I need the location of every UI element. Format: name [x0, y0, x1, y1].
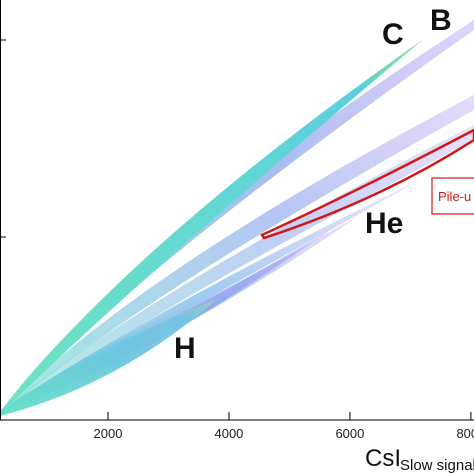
annotation: He	[365, 207, 403, 240]
annotation: H	[174, 332, 196, 365]
pileup-label: Pile-u	[438, 189, 471, 204]
x-axis-label: CsI	[365, 445, 401, 472]
x-tick-label: 8000	[456, 426, 474, 441]
x-tick-label: 6000	[335, 426, 364, 441]
pileup-box	[431, 177, 474, 215]
annotation: B	[430, 4, 452, 37]
x-axis-label-sub: Slow signal	[400, 457, 474, 474]
x-tick-label: 2000	[94, 426, 123, 441]
density-bands	[0, 20, 474, 416]
pileup-contour	[260, 128, 474, 240]
annotation: C	[382, 18, 404, 51]
x-tick-label: 4000	[214, 426, 243, 441]
